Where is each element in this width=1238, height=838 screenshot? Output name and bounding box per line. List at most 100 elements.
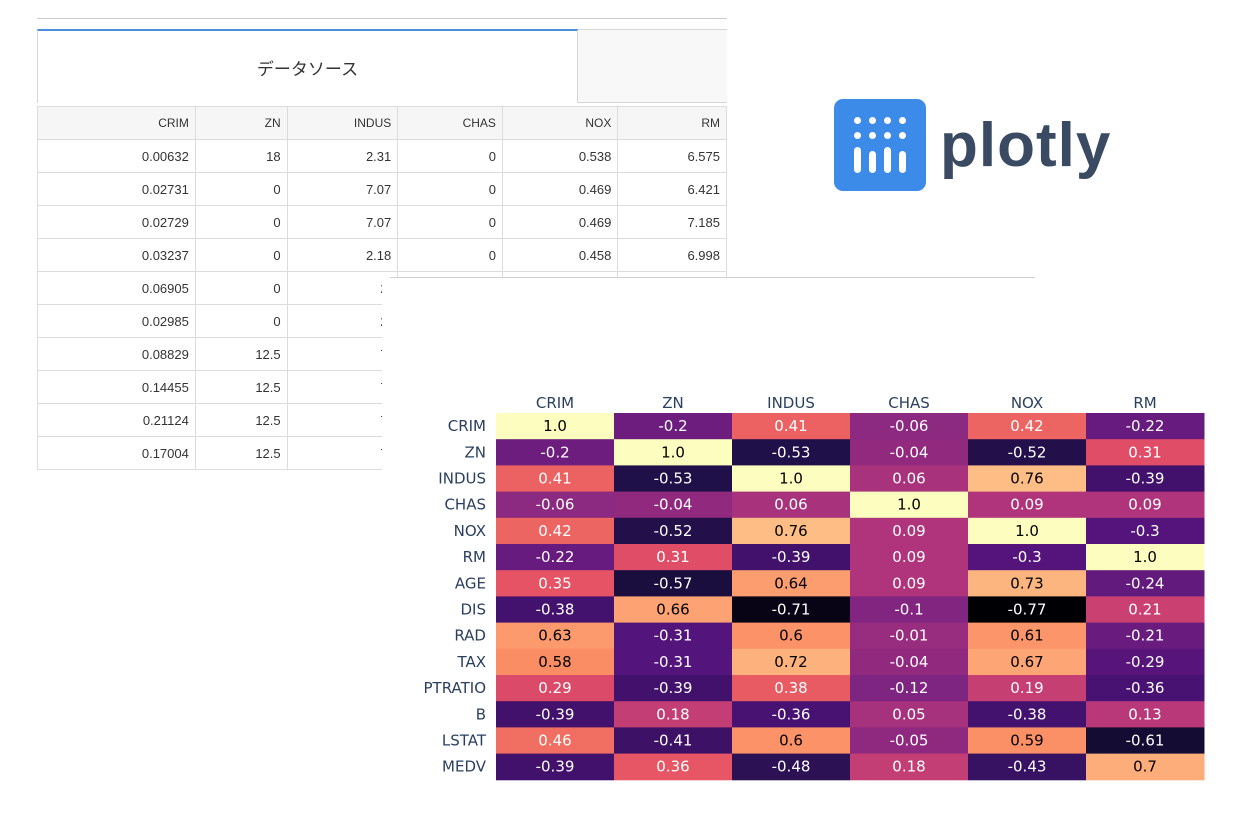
column-header[interactable]: CRIM xyxy=(37,106,196,140)
heatmap-cell[interactable] xyxy=(496,596,615,624)
heatmap-cell[interactable] xyxy=(496,413,615,440)
heatmap-cell[interactable] xyxy=(850,413,969,440)
heatmap-cell[interactable] xyxy=(614,675,733,702)
heatmap-cell[interactable] xyxy=(496,622,615,650)
heatmap-cell[interactable] xyxy=(1086,622,1205,650)
heatmap-cell[interactable] xyxy=(850,491,969,519)
heatmap-cell[interactable] xyxy=(496,753,615,781)
heatmap-cell-value: 0.66 xyxy=(656,601,689,619)
heatmap-cell[interactable] xyxy=(850,648,969,676)
heatmap-cell[interactable] xyxy=(968,465,1087,493)
heatmap-cell[interactable] xyxy=(1086,727,1205,755)
heatmap-cell[interactable] xyxy=(1086,701,1205,728)
heatmap-cell[interactable] xyxy=(850,517,969,545)
column-header[interactable]: RM xyxy=(617,106,727,140)
heatmap-cell[interactable] xyxy=(732,439,851,466)
heatmap-cell[interactable] xyxy=(732,517,851,545)
heatmap-cell[interactable] xyxy=(968,753,1087,781)
heatmap-cell[interactable] xyxy=(968,675,1087,702)
heatmap-cell[interactable] xyxy=(614,439,733,466)
heatmap-cell[interactable] xyxy=(850,596,969,624)
heatmap-cell[interactable] xyxy=(1086,570,1205,597)
heatmap-cell[interactable] xyxy=(614,596,733,624)
heatmap-cell[interactable] xyxy=(732,622,851,650)
heatmap-cell[interactable] xyxy=(1086,753,1205,781)
heatmap-cell[interactable] xyxy=(614,517,733,545)
heatmap-cell[interactable] xyxy=(1086,439,1205,466)
column-header[interactable]: NOX xyxy=(501,106,619,140)
heatmap-cell[interactable] xyxy=(850,439,969,466)
heatmap-cell[interactable] xyxy=(614,701,733,728)
column-header[interactable]: ZN xyxy=(194,106,288,140)
heatmap-cell[interactable] xyxy=(1086,517,1205,545)
heatmap-cell[interactable] xyxy=(496,544,615,571)
tab-datasource[interactable]: データソース xyxy=(37,29,578,103)
heatmap-cell-value: -0.22 xyxy=(1126,417,1165,435)
heatmap-cell[interactable] xyxy=(614,648,733,676)
heatmap-cell[interactable] xyxy=(850,753,969,781)
heatmap-cell[interactable] xyxy=(1086,596,1205,624)
heatmap-cell[interactable] xyxy=(614,570,733,597)
heatmap-cell[interactable] xyxy=(968,544,1087,571)
heatmap-cell[interactable] xyxy=(496,648,615,676)
heatmap-cell[interactable] xyxy=(614,622,733,650)
heatmap-cell[interactable] xyxy=(1086,465,1205,493)
heatmap-cell[interactable] xyxy=(496,727,615,755)
heatmap-cell[interactable] xyxy=(732,413,851,440)
table-row[interactable]: 0.02729 0 7.07 0 0.469 7.185 xyxy=(37,205,727,239)
heatmap-cell[interactable] xyxy=(1086,675,1205,702)
table-row[interactable]: 0.00632 18 2.31 0 0.538 6.575 xyxy=(37,139,727,173)
heatmap-cell[interactable] xyxy=(968,596,1087,624)
heatmap-cell[interactable] xyxy=(968,570,1087,597)
heatmap-cell[interactable] xyxy=(614,491,733,519)
heatmap-cell[interactable] xyxy=(968,491,1087,519)
heatmap-cell[interactable] xyxy=(496,439,615,466)
heatmap-cell[interactable] xyxy=(732,753,851,781)
table-row[interactable]: 0.02731 0 7.07 0 0.469 6.421 xyxy=(37,172,727,206)
column-header[interactable]: INDUS xyxy=(286,106,399,140)
heatmap-cell[interactable] xyxy=(732,727,851,755)
heatmap-cell[interactable] xyxy=(1086,648,1205,676)
heatmap-cell[interactable] xyxy=(732,491,851,519)
heatmap-cell[interactable] xyxy=(850,570,969,597)
heatmap-cell[interactable] xyxy=(968,413,1087,440)
heatmap-cell[interactable] xyxy=(496,465,615,493)
heatmap-row-label: RAD xyxy=(454,627,486,645)
heatmap-cell[interactable] xyxy=(614,413,733,440)
heatmap-cell[interactable] xyxy=(614,727,733,755)
heatmap-cell[interactable] xyxy=(968,439,1087,466)
heatmap-cell[interactable] xyxy=(496,701,615,728)
heatmap-cell[interactable] xyxy=(968,517,1087,545)
heatmap-cell[interactable] xyxy=(614,465,733,493)
heatmap-cell[interactable] xyxy=(968,648,1087,676)
heatmap-cell[interactable] xyxy=(496,675,615,702)
heatmap-cell[interactable] xyxy=(1086,413,1205,440)
tab-secondary[interactable] xyxy=(578,29,727,103)
heatmap-cell[interactable] xyxy=(496,517,615,545)
heatmap-cell[interactable] xyxy=(850,465,969,493)
heatmap-cell[interactable] xyxy=(968,701,1087,728)
heatmap-cell[interactable] xyxy=(732,701,851,728)
heatmap-cell[interactable] xyxy=(968,622,1087,650)
heatmap-cell[interactable] xyxy=(614,544,733,571)
heatmap-cell[interactable] xyxy=(496,491,615,519)
heatmap-cell[interactable] xyxy=(732,465,851,493)
heatmap-cell[interactable] xyxy=(732,570,851,597)
heatmap-cell[interactable] xyxy=(850,675,969,702)
heatmap-cell[interactable] xyxy=(850,701,969,728)
heatmap-cell[interactable] xyxy=(850,727,969,755)
table-row[interactable]: 0.03237 0 2.18 0 0.458 6.998 xyxy=(37,238,727,272)
heatmap-cell[interactable] xyxy=(732,648,851,676)
column-header[interactable]: CHAS xyxy=(397,106,503,140)
heatmap-cell[interactable] xyxy=(1086,491,1205,519)
heatmap-cell[interactable] xyxy=(850,622,969,650)
heatmap-cell[interactable] xyxy=(732,596,851,624)
heatmap-cell[interactable] xyxy=(1086,544,1205,571)
heatmap-cell[interactable] xyxy=(732,544,851,571)
heatmap-cell-value: 0.42 xyxy=(1010,417,1043,435)
heatmap-cell[interactable] xyxy=(496,570,615,597)
heatmap-cell[interactable] xyxy=(968,727,1087,755)
heatmap-cell[interactable] xyxy=(850,544,969,571)
heatmap-cell[interactable] xyxy=(732,675,851,702)
heatmap-cell[interactable] xyxy=(614,753,733,781)
